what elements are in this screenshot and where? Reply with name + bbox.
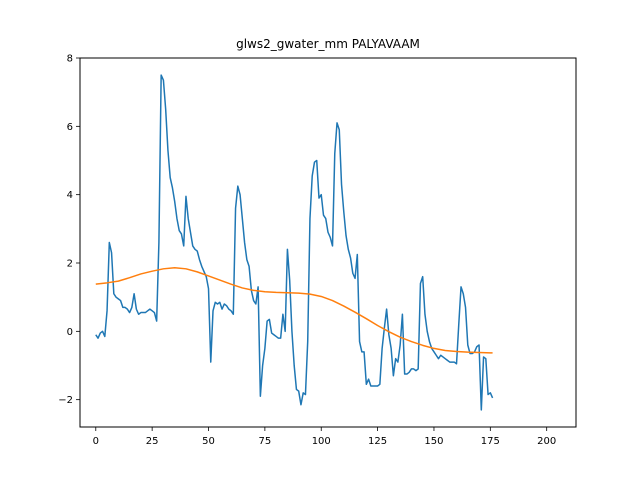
x-tick-label: 125 — [368, 436, 387, 447]
x-tick-label: 150 — [424, 436, 443, 447]
y-tick-label: 0 — [67, 327, 73, 338]
y-tick-label: 6 — [67, 122, 73, 133]
series-line-1 — [95, 74, 494, 411]
x-axis: 0 25 50 75 100 125 150 175 200 — [93, 427, 556, 447]
y-axis: −2 0 2 4 6 8 — [58, 54, 80, 406]
axes-frame — [79, 57, 577, 428]
y-tick-label: −2 — [58, 395, 73, 406]
x-tick-label: 25 — [146, 436, 159, 447]
x-tick-label: 75 — [259, 436, 272, 447]
y-tick-label: 4 — [67, 190, 73, 201]
series-line-2 — [95, 267, 493, 354]
y-tick-label: 2 — [67, 259, 73, 270]
x-tick-label: 100 — [312, 436, 331, 447]
series-layer — [95, 74, 494, 411]
x-tick-label: 50 — [202, 436, 215, 447]
x-tick-label: 175 — [481, 436, 500, 447]
x-tick-label: 200 — [537, 436, 556, 447]
chart-title: glws2_gwater_mm PALYAVAAM — [236, 37, 420, 51]
y-tick-label: 8 — [67, 54, 73, 65]
x-tick-label: 0 — [93, 436, 99, 447]
